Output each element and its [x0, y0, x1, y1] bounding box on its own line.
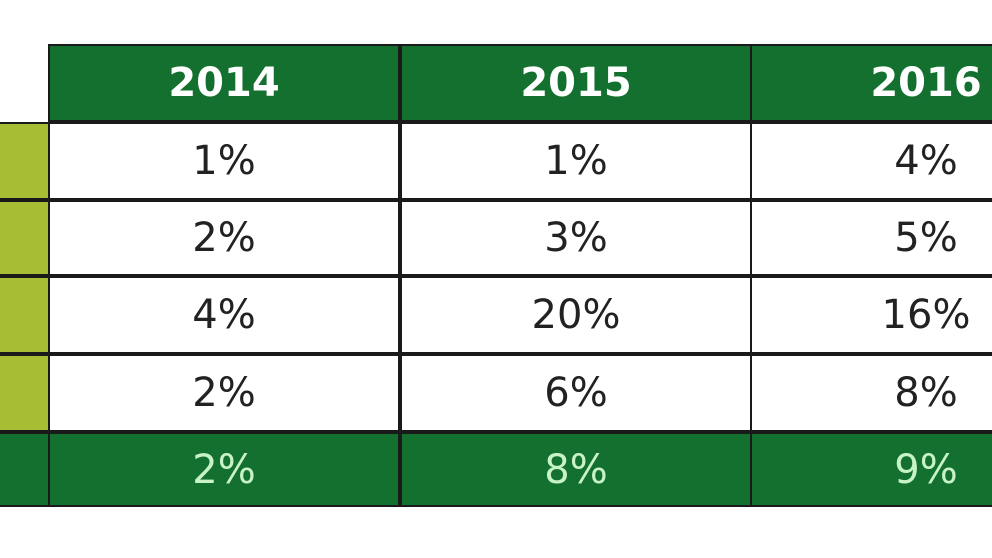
data-cell: 2%: [48, 200, 400, 276]
data-cell: 5%: [750, 200, 992, 276]
row-label-cell: [0, 276, 50, 354]
total-cell: 8%: [400, 432, 752, 507]
data-cell: 4%: [750, 122, 992, 200]
row-label-cell: [0, 122, 50, 200]
data-cell: 1%: [48, 122, 400, 200]
data-cell: 3%: [400, 200, 752, 276]
header-cell: 2016: [750, 44, 992, 122]
header-cell: 2014: [48, 44, 400, 122]
header-cell: 2015: [400, 44, 752, 122]
data-cell: 1%: [400, 122, 752, 200]
data-cell: 2%: [48, 354, 400, 432]
total-cell: 2%: [48, 432, 400, 507]
data-cell: 4%: [48, 276, 400, 354]
data-cell: 20%: [400, 276, 752, 354]
data-cell: 16%: [750, 276, 992, 354]
data-cell: 6%: [400, 354, 752, 432]
data-cell: 8%: [750, 354, 992, 432]
row-label-cell: [0, 200, 50, 276]
total-label-cell: [0, 432, 50, 507]
row-label-cell: [0, 354, 50, 432]
total-cell: 9%: [750, 432, 992, 507]
